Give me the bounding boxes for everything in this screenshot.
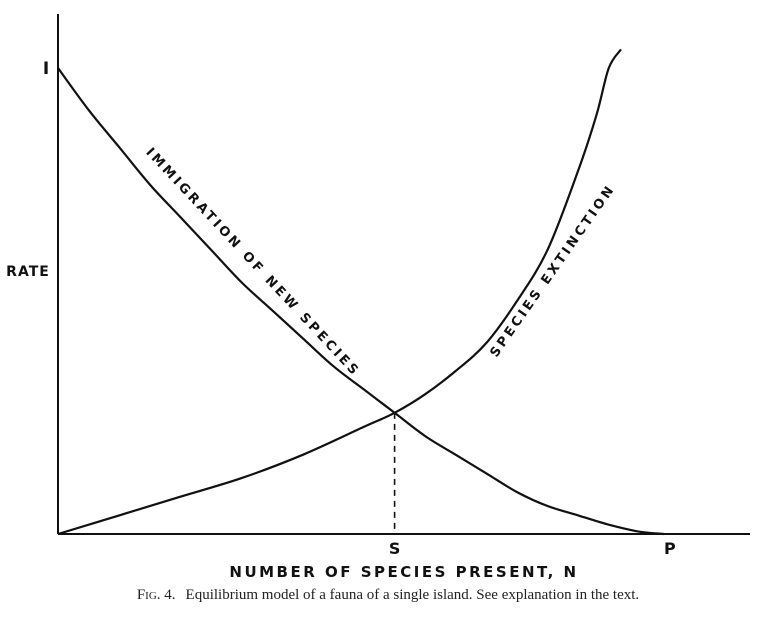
- immigration-curve-label: IMMIGRATION OF NEW SPECIES: [142, 145, 362, 380]
- y-tick-label-i: I: [43, 59, 49, 79]
- x-axis-title: NUMBER OF SPECIES PRESENT, N: [229, 563, 578, 581]
- extinction-curve: [57, 48, 622, 536]
- immigration-curve: [57, 67, 665, 536]
- caption-text: Equilibrium model of a fauna of a single…: [185, 587, 640, 603]
- x-tick-label-p: P: [664, 539, 676, 558]
- caption-label: Fig. 4.: [136, 587, 176, 603]
- y-axis-title: RATE: [6, 264, 50, 280]
- x-tick-label-s: S: [389, 539, 401, 558]
- figure-caption: Fig. 4. Equilibrium model of a fauna of a…: [0, 587, 776, 604]
- chart-labels: I S P NUMBER OF SPECIES PRESENT, N RATE IMMIG…: [6, 59, 676, 581]
- extinction-curve-label: SPECIES EXTINCTION: [487, 182, 618, 361]
- axes: [57, 14, 750, 535]
- chart-marks: [57, 48, 665, 536]
